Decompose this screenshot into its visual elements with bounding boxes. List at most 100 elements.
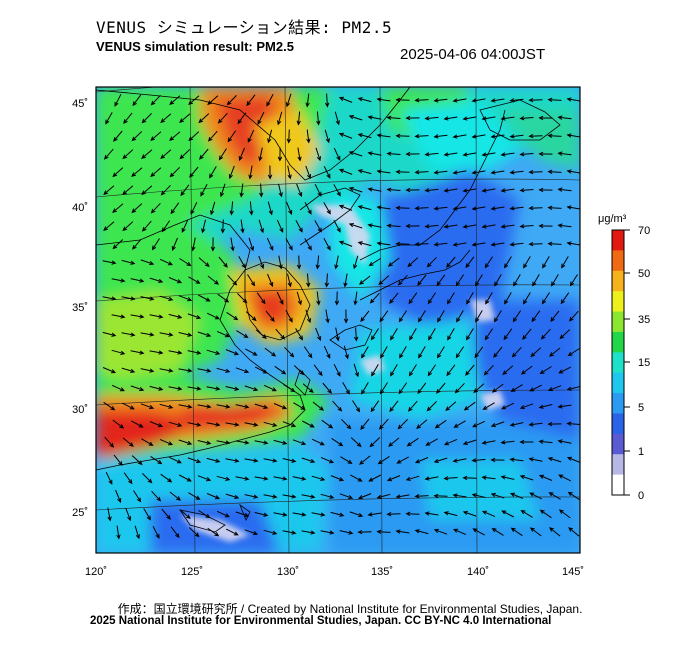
map-frame (95, 86, 581, 554)
wind-arrow (519, 439, 534, 445)
wind-arrow (396, 456, 409, 464)
wind-arrow (549, 347, 561, 357)
wind-arrow (330, 475, 345, 482)
wind-arrow (217, 112, 228, 124)
wind-arrow (301, 457, 316, 463)
wind-arrow (557, 439, 572, 444)
wind-arrow (112, 167, 124, 178)
wind-arrow (179, 149, 191, 160)
wind-arrow (151, 490, 162, 502)
wind-arrow (130, 278, 145, 283)
wind-arrow (343, 309, 349, 324)
wind-arrow (353, 291, 358, 306)
wind-arrow (206, 457, 221, 463)
wind-arrow (509, 242, 524, 247)
colorbar-ticks: 70 50 35 15 5 1 0 (624, 225, 650, 502)
wind-arrow (547, 133, 562, 139)
footer-credit: 作成：国立環境研究所 / Created by National Institu… (117, 602, 583, 616)
wind-arrow (509, 98, 524, 103)
wind-arrow (131, 420, 144, 428)
wind-arrow (121, 367, 136, 373)
wind-arrow (178, 474, 192, 482)
wind-arrow (102, 367, 117, 374)
wind-arrow (235, 367, 250, 374)
wind-arrow (216, 510, 230, 518)
wind-arrow (285, 93, 292, 108)
wind-arrow (339, 530, 354, 535)
wind-arrow (367, 223, 382, 228)
wind-arrow (417, 274, 427, 286)
wind-arrow (500, 152, 515, 157)
colorbar-tick-label: 15 (638, 357, 650, 369)
colorbar-segment (612, 250, 624, 272)
wind-arrow (113, 130, 123, 142)
wind-arrow (316, 291, 321, 306)
wind-arrow (287, 273, 292, 288)
wind-arrow (339, 493, 354, 500)
wind-arrow (159, 258, 173, 266)
wind-arrow (188, 276, 201, 284)
wind-arrow (538, 474, 553, 481)
wind-arrow (121, 259, 136, 265)
wind-arrow (452, 134, 467, 139)
wind-arrow (367, 151, 382, 156)
wind-arrow (471, 134, 486, 139)
pm25-field (96, 87, 580, 553)
wind-arrow (140, 403, 155, 410)
wind-arrow (115, 489, 122, 504)
wind-arrow (187, 457, 202, 464)
wind-arrow (340, 456, 353, 464)
wind-arrow (568, 527, 580, 537)
wind-arrow (338, 204, 353, 211)
wind-arrow (178, 404, 193, 409)
wind-arrow (376, 241, 391, 246)
wind-arrow (520, 365, 533, 375)
wind-arrow (388, 437, 400, 447)
wind-arrow (424, 152, 439, 157)
wind-arrow (312, 401, 324, 411)
wind-arrow (169, 95, 181, 106)
wind-arrow (292, 439, 307, 446)
wind-arrow (349, 511, 364, 518)
wind-arrow (500, 224, 515, 229)
wind-arrow (273, 476, 288, 481)
wind-arrow (333, 147, 341, 161)
wind-arrow (357, 493, 372, 500)
wind-arrow (197, 331, 212, 337)
wind-arrow (376, 169, 391, 174)
colorbar-tick-label: 1 (638, 446, 644, 458)
wind-arrow (452, 170, 467, 175)
wind-arrow (323, 238, 331, 251)
wind-arrow (547, 169, 562, 175)
wind-arrow (292, 476, 307, 481)
wind-arrow (338, 168, 353, 175)
wind-arrow (414, 97, 429, 103)
wind-arrow (386, 115, 401, 120)
wind-arrow (490, 134, 505, 139)
wind-arrow (406, 437, 419, 447)
wind-arrow (529, 527, 542, 537)
wind-arrow (122, 185, 134, 195)
wind-arrow (405, 115, 420, 121)
wind-arrow (235, 511, 250, 518)
wind-arrow (306, 273, 311, 288)
wind-arrow (474, 346, 484, 359)
wind-arrow (466, 292, 474, 305)
lon-label: 140˚ (467, 566, 489, 578)
wind-arrow (334, 255, 339, 270)
wind-arrow (367, 115, 382, 120)
wind-arrow (528, 205, 543, 211)
wind-arrow (453, 420, 466, 428)
wind-arrow (542, 256, 550, 269)
wind-arrow (491, 383, 504, 393)
wind-arrow (465, 328, 474, 341)
wind-arrow (462, 439, 477, 445)
wind-arrow (244, 494, 259, 499)
wind-arrow (414, 241, 429, 247)
wind-arrow (447, 328, 455, 341)
wind-arrow (494, 274, 502, 287)
wind-arrow (446, 256, 456, 268)
wind-arrow (443, 152, 458, 157)
wind-arrow (352, 400, 361, 413)
wind-arrow (140, 296, 155, 301)
